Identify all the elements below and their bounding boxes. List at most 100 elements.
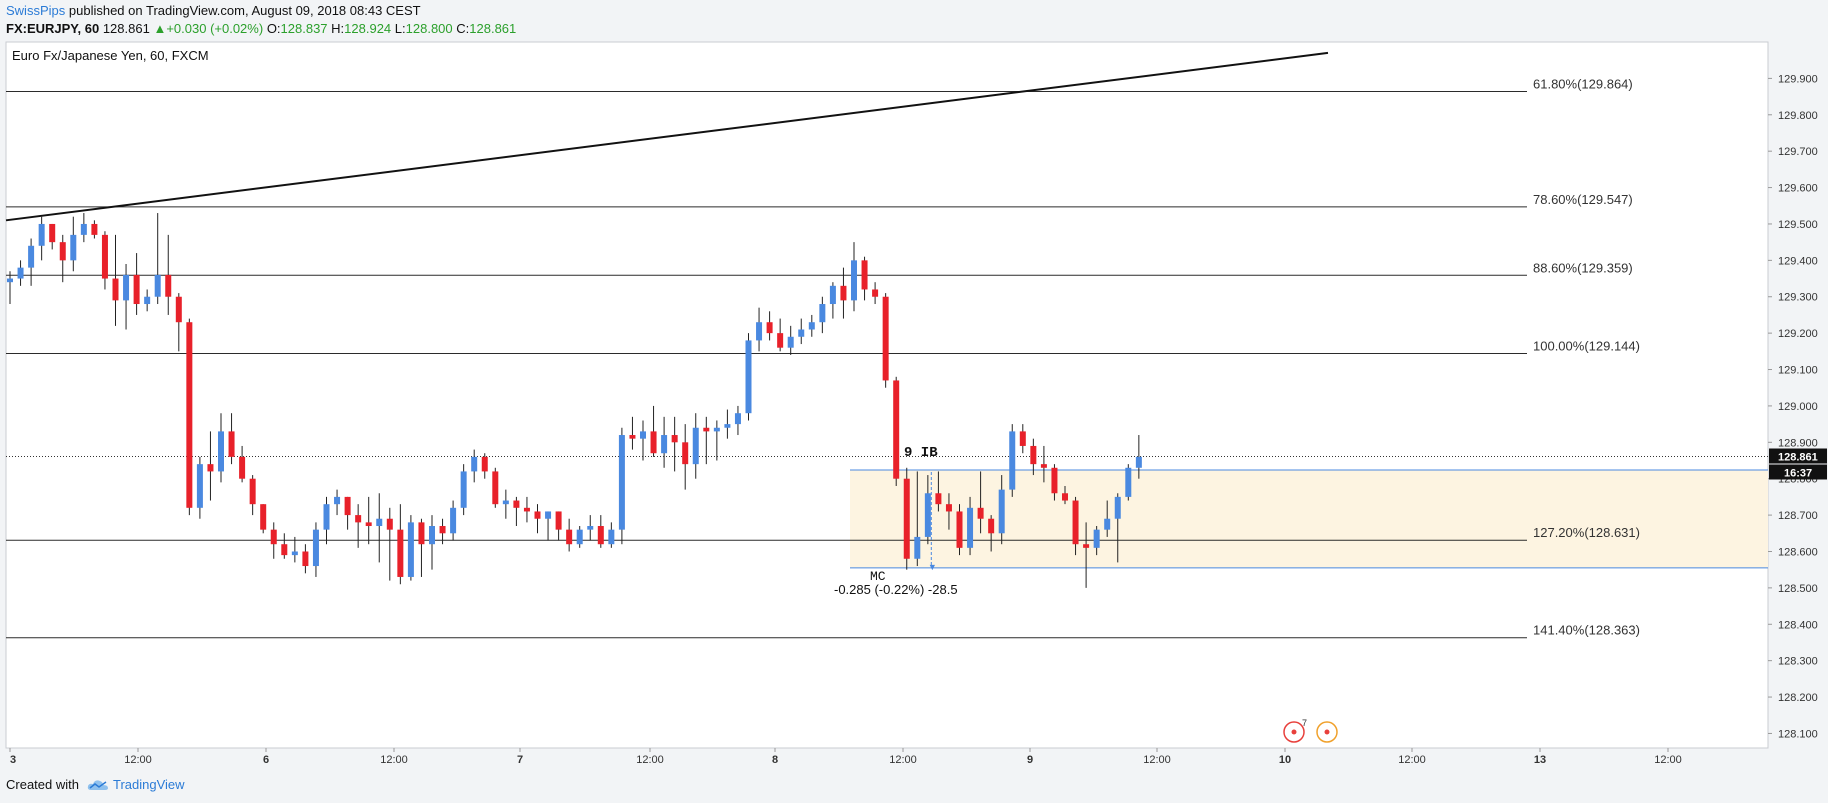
candle-body	[281, 544, 288, 556]
candle-body	[101, 234, 108, 279]
candle-body	[545, 511, 552, 519]
tradingview-link[interactable]: TradingView	[87, 777, 185, 792]
x-tick-label: 12:00	[380, 754, 408, 765]
candle-body	[397, 529, 404, 577]
candle-body	[682, 442, 689, 465]
y-tick-label: 128.500	[1778, 583, 1818, 595]
candle-body	[38, 223, 45, 246]
fib-level-label: 100.00%(129.144)	[1533, 339, 1640, 354]
candle-body	[450, 507, 457, 534]
candle-body	[1040, 464, 1047, 468]
candle-body	[355, 515, 362, 523]
candle-body	[207, 464, 214, 472]
candle-body	[481, 456, 488, 472]
candle-body	[661, 435, 668, 454]
created-with-label: Created with	[6, 777, 79, 792]
candle-body	[344, 496, 351, 516]
y-tick-label: 129.000	[1778, 401, 1818, 413]
y-tick-label: 129.700	[1778, 146, 1818, 158]
y-tick-label: 129.300	[1778, 292, 1818, 304]
author-link[interactable]: SwissPips	[6, 3, 66, 18]
cloud-icon	[87, 779, 108, 790]
fib-level-label: 61.80%(129.864)	[1533, 76, 1633, 91]
candle-body	[597, 526, 604, 545]
y-tick-label: 129.200	[1778, 328, 1818, 340]
candle-body	[334, 496, 341, 505]
close-label: C:	[456, 21, 470, 36]
candle-body	[977, 507, 984, 519]
y-tick-label: 129.500	[1778, 219, 1818, 231]
candle-body	[439, 526, 446, 534]
ib-annotation: 9 IB	[904, 445, 938, 461]
current-price-label: 128.861	[1778, 452, 1818, 464]
earnings-dot-icon	[1324, 729, 1330, 735]
candle-body	[418, 522, 425, 545]
consolidation-zone	[850, 469, 1768, 568]
candle-body	[988, 518, 995, 534]
candle-body	[70, 234, 77, 261]
candle-body	[829, 285, 836, 305]
tradingview-brand: TradingView	[112, 777, 185, 792]
fib-level-label: 127.20%(128.631)	[1533, 525, 1640, 540]
candle-body	[302, 551, 309, 567]
candle-body	[196, 464, 203, 508]
candle-body	[777, 333, 784, 348]
candle-body	[566, 529, 573, 545]
candle-body	[671, 435, 678, 443]
x-tick-label: 10	[1279, 754, 1291, 765]
candle-body	[956, 511, 963, 548]
y-tick-label: 128.600	[1778, 546, 1818, 558]
candle-body	[861, 260, 868, 290]
candle-body	[323, 504, 330, 530]
high-label: H:	[331, 21, 345, 36]
countdown-label: 16:37	[1784, 468, 1812, 480]
open-label: O:	[266, 21, 281, 36]
candle-body	[260, 504, 267, 530]
candle-body	[429, 526, 435, 545]
publish-line: SwissPips published on TradingView.com, …	[6, 3, 421, 18]
candle-body	[618, 435, 625, 530]
candle-body	[270, 529, 277, 545]
candle-body	[787, 336, 794, 348]
candle-body	[1135, 456, 1142, 468]
candle-body	[460, 471, 467, 508]
candle-body	[1125, 467, 1132, 497]
candle-body	[745, 340, 752, 414]
measure-arrow-icon: ▼	[928, 562, 937, 572]
y-tick-label: 128.400	[1778, 619, 1818, 631]
candle-body	[1083, 544, 1090, 548]
x-tick-label: 8	[772, 754, 778, 765]
candle-body	[112, 278, 119, 301]
y-tick-label: 129.900	[1778, 73, 1818, 85]
candle-body	[165, 274, 172, 297]
candle-body	[502, 500, 509, 505]
event-dot-icon	[1291, 729, 1297, 735]
candle-body	[692, 427, 699, 465]
candle-body	[91, 223, 98, 235]
candle-body	[471, 456, 478, 472]
candle-body	[1009, 431, 1016, 490]
candle-body	[629, 435, 636, 439]
fib-level-label: 88.60%(129.359)	[1533, 260, 1633, 275]
x-tick-label: 6	[263, 754, 269, 765]
close-value: 128.861	[469, 21, 517, 36]
candle-body	[1114, 496, 1121, 519]
candle-body	[1062, 493, 1068, 501]
price-change: +0.030 (+0.02%)	[166, 21, 264, 36]
y-tick-label: 128.100	[1778, 728, 1818, 740]
candle-body	[798, 329, 805, 337]
candle-body	[882, 296, 889, 381]
y-tick-label: 128.300	[1778, 656, 1818, 668]
measure-annotation: -0.285 (-0.22%) -28.5	[834, 582, 958, 597]
candle-body	[713, 427, 720, 432]
candle-body	[608, 529, 615, 545]
candle-body	[365, 522, 372, 527]
candle-body	[218, 431, 224, 472]
published-info: published on TradingView.com, August 09,…	[68, 3, 421, 18]
candle-body	[587, 526, 594, 530]
y-tick-label: 128.900	[1778, 437, 1818, 449]
chart[interactable]: 61.80%(129.864) 78.60%(129.547) 88.60%(129…	[0, 40, 1828, 765]
candle-body	[1104, 518, 1111, 530]
candle-body	[1051, 467, 1058, 494]
candle-body	[239, 456, 246, 479]
